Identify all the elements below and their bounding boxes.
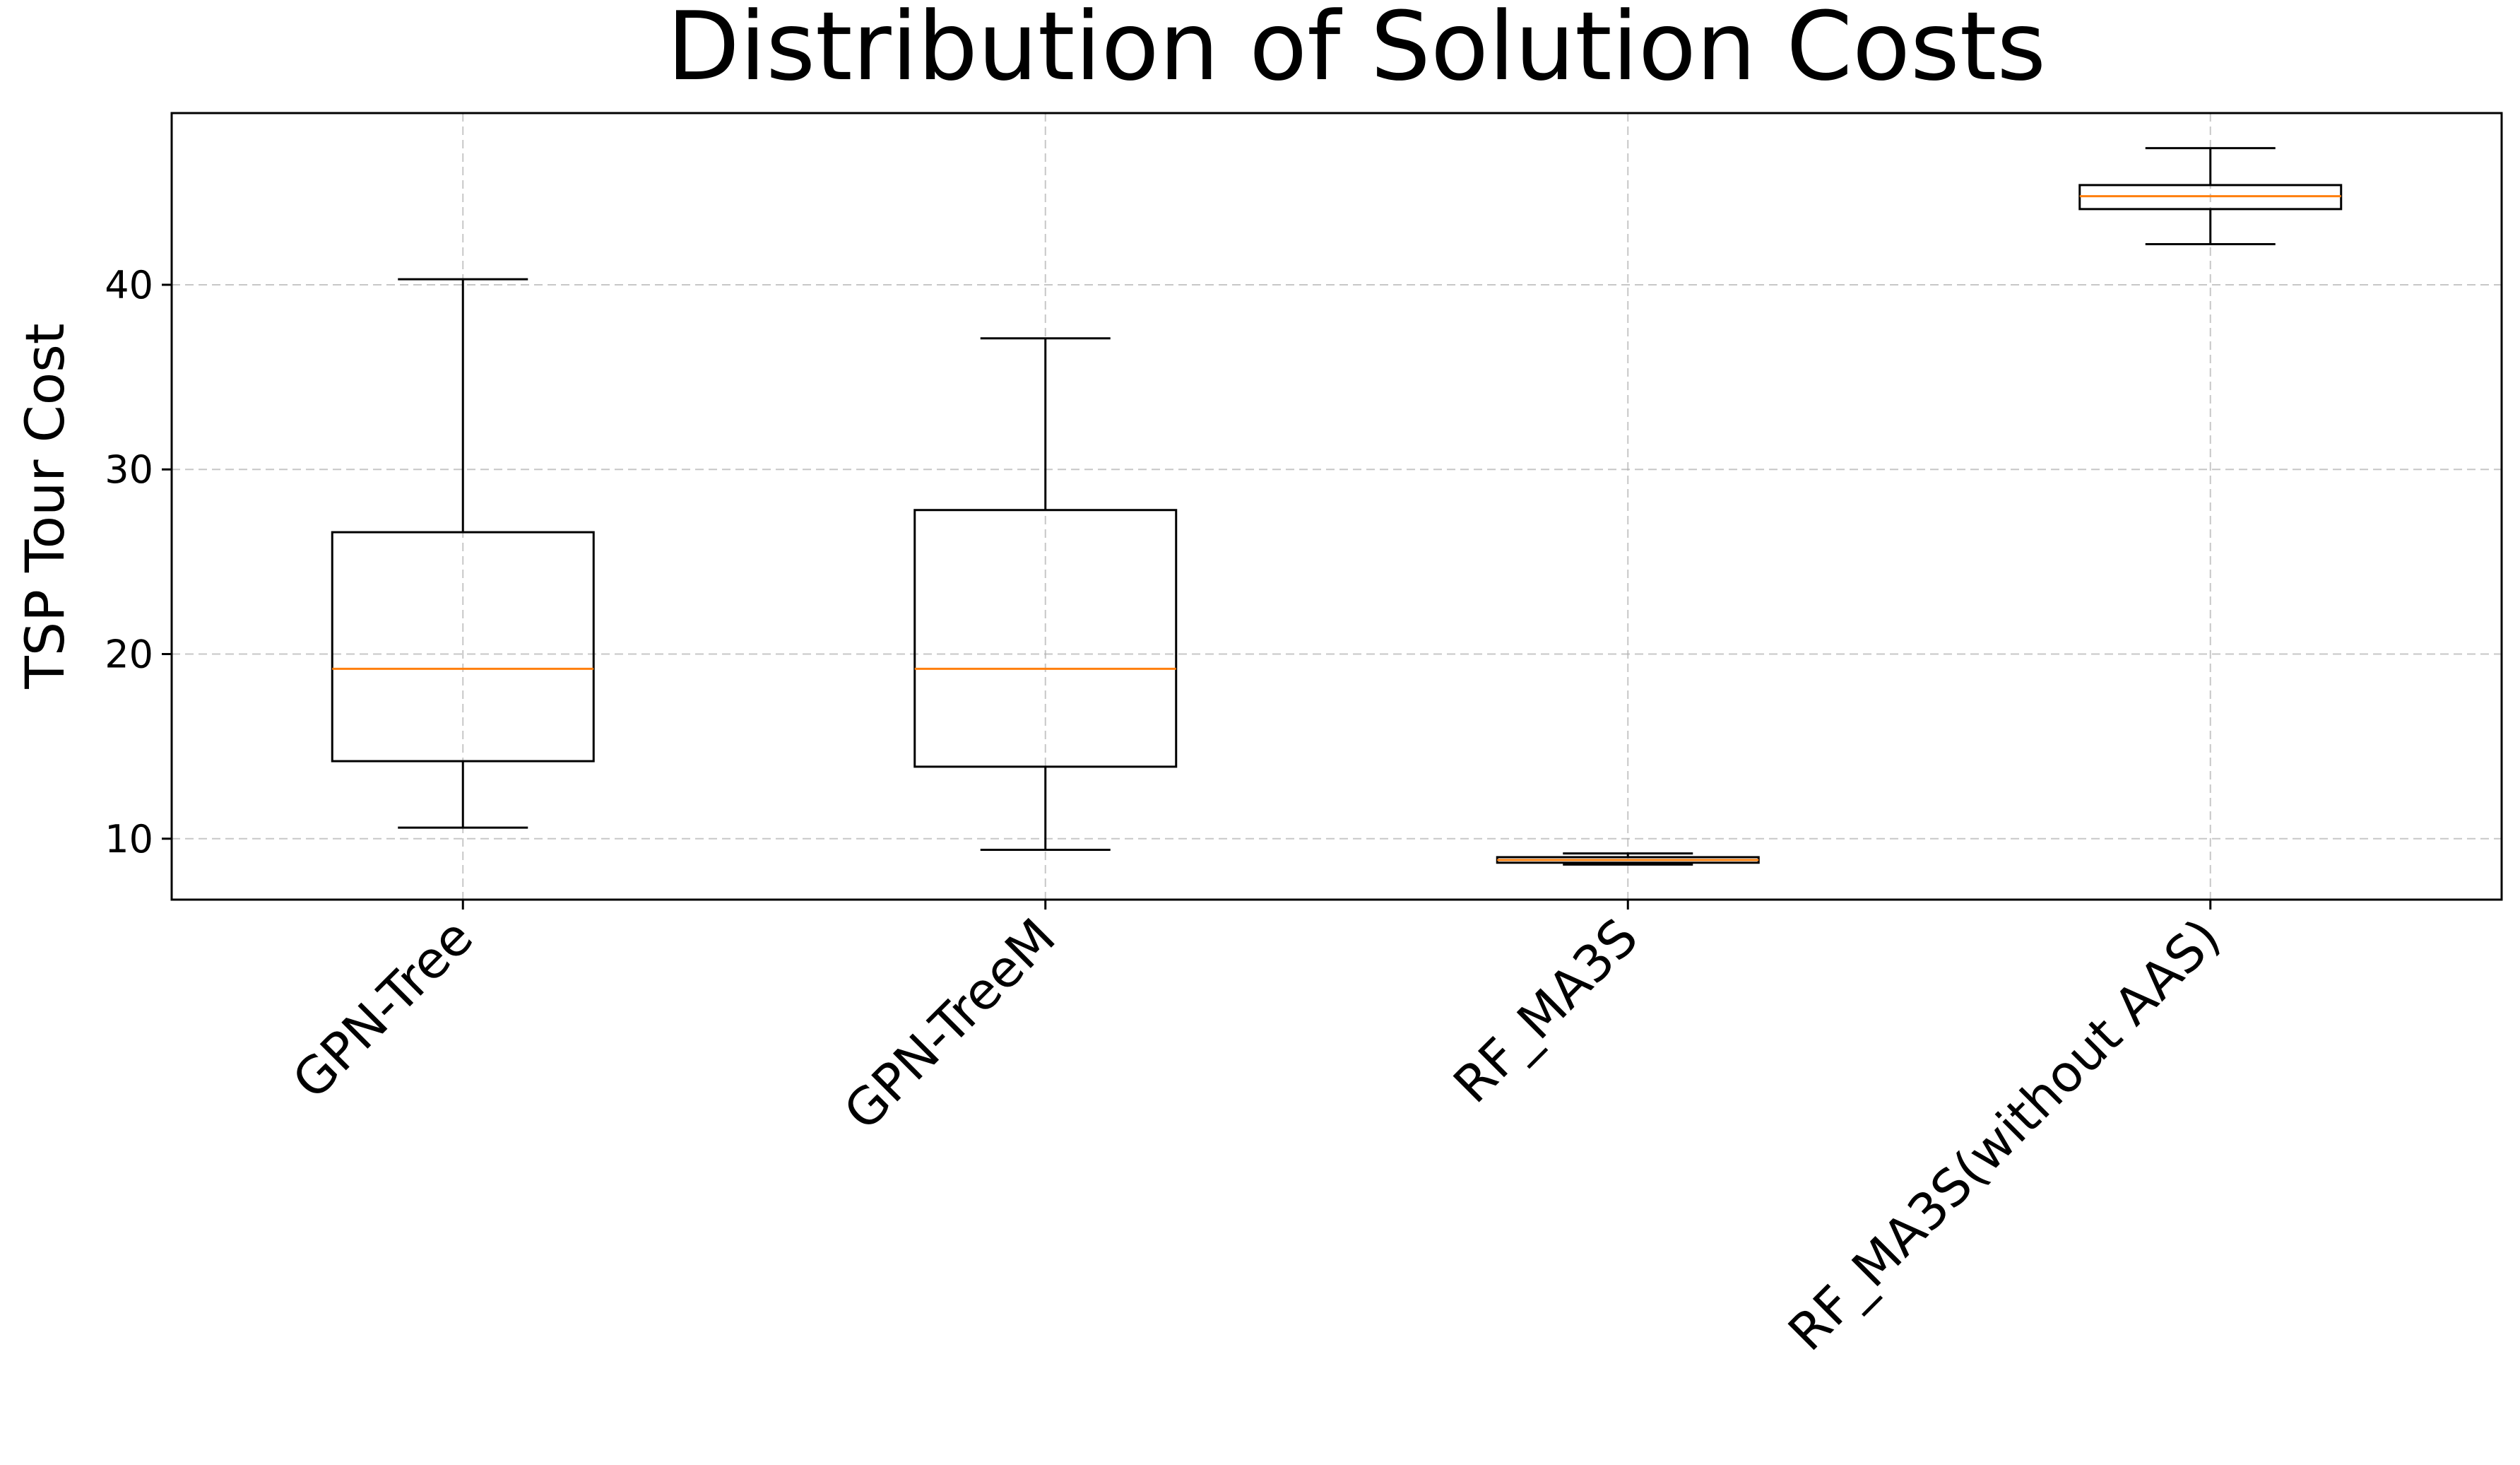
x-tick-label-gpn-tree: GPN-Tree	[281, 907, 484, 1110]
y-tick-label-20: 20	[105, 633, 153, 677]
y-tick-label-40: 40	[105, 263, 153, 307]
x-tick-label-rf-ma3s: RF_MA3S	[1442, 907, 1649, 1114]
iqr-box	[331, 531, 595, 763]
box-gpn-tree	[331, 278, 595, 829]
iqr-box	[913, 509, 1178, 768]
box-rf-ma3s	[1496, 852, 1760, 866]
box-rf-ma3s-without-aas	[2078, 147, 2343, 245]
y-tick-label-30: 30	[105, 447, 153, 492]
chart-title: Distribution of Solution Costs	[667, 0, 2046, 102]
axis-layer: 10 20 30 40 GPN-Tree GPN-TreeM RF_MA3S RF_MA3S(…	[105, 263, 2231, 1362]
x-tick-label-gpn-treem: GPN-TreeM	[832, 907, 1066, 1141]
plot-area-frame	[170, 112, 2503, 901]
y-tick-label-10: 10	[105, 817, 153, 861]
box-gpn-treem	[913, 337, 1178, 851]
y-axis-label: TSP Tour Cost	[13, 323, 76, 689]
x-tick-label-rf-ma3s-without-aas: RF_MA3S(without AAS)	[1777, 907, 2232, 1363]
grid-layer	[172, 113, 2502, 900]
box-layer	[331, 147, 2343, 866]
